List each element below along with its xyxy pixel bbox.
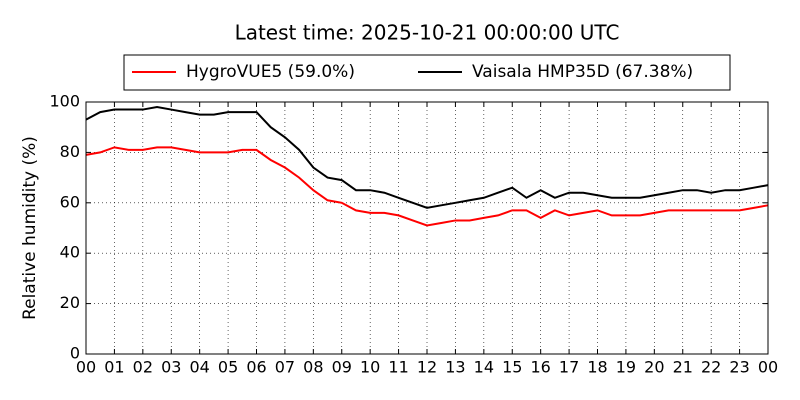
x-tick-label: 14 [474, 358, 494, 377]
legend-label: Vaisala HMP35D (67.38%) [472, 62, 693, 82]
y-axis-label: Relative humidity (%) [20, 136, 40, 320]
x-tick-label: 07 [275, 358, 295, 377]
x-tick-label: 13 [445, 358, 465, 377]
x-tick-label: 00 [758, 358, 778, 377]
x-tick-label: 02 [133, 358, 153, 377]
x-tick-label: 18 [587, 358, 607, 377]
x-tick-label: 22 [701, 358, 721, 377]
x-tick-label: 04 [189, 358, 209, 377]
x-tick-label: 01 [104, 358, 124, 377]
x-tick-label: 00 [76, 358, 96, 377]
x-tick-label: 08 [303, 358, 323, 377]
x-tick-label: 16 [530, 358, 550, 377]
y-tick-label: 60 [60, 192, 80, 211]
x-tick-label: 19 [616, 358, 636, 377]
x-tick-label: 10 [360, 358, 380, 377]
x-tick-label: 20 [644, 358, 664, 377]
x-tick-label: 11 [388, 358, 408, 377]
y-tick-label: 40 [60, 243, 80, 262]
data-line [85, 146, 769, 227]
y-tick-label: 100 [49, 92, 80, 111]
data-line [85, 106, 769, 209]
y-tick-label: 80 [60, 142, 80, 161]
plot-frame [85, 101, 769, 355]
x-tick-label: 06 [246, 358, 266, 377]
legend-label: HygroVUE5 (59.0%) [186, 62, 355, 82]
x-tick-label: 15 [502, 358, 522, 377]
x-tick-label: 09 [332, 358, 352, 377]
x-tick-label: 21 [673, 358, 693, 377]
chart-title: Latest time: 2025-10-21 00:00:00 UTC [235, 21, 620, 45]
x-tick-label: 03 [161, 358, 181, 377]
x-tick-label: 12 [417, 358, 437, 377]
y-tick-label: 0 [70, 344, 80, 363]
x-tick-label: 17 [559, 358, 579, 377]
x-tick-label: 23 [729, 358, 749, 377]
x-tick-label: 05 [218, 358, 238, 377]
y-tick-label: 20 [60, 293, 80, 312]
